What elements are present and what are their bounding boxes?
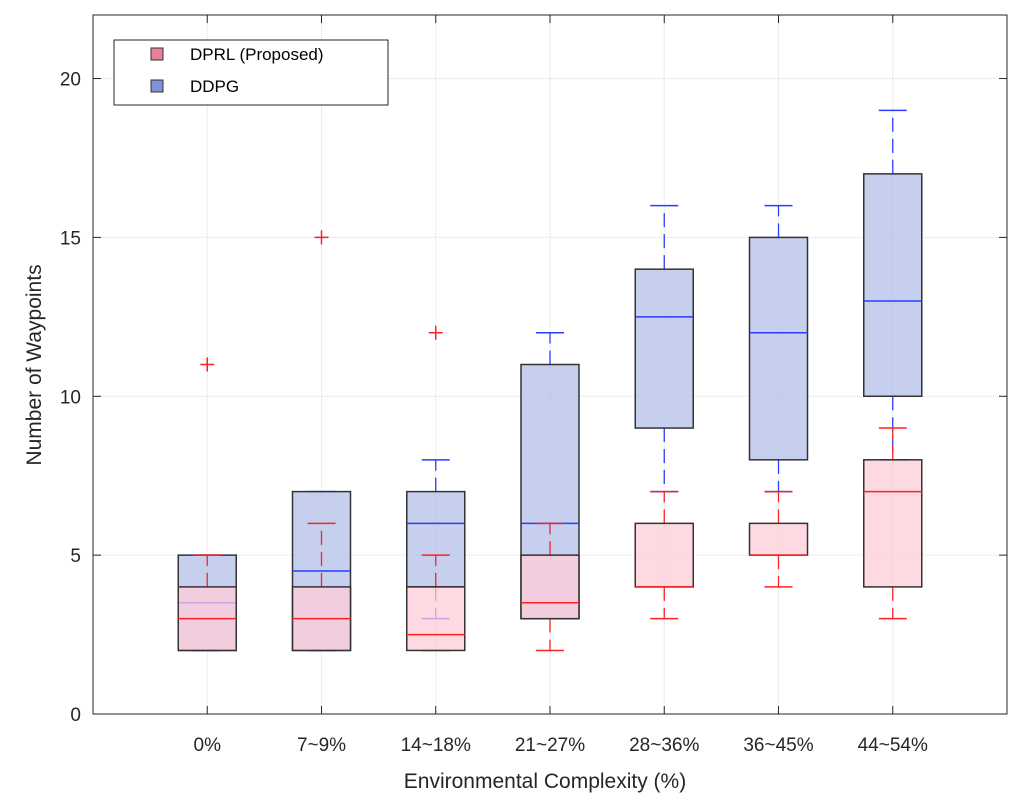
box-body-ddpg [863, 173, 923, 398]
x-tick-label: 7~9% [297, 735, 346, 756]
axes: 0 5 10 15 20 0% 7~9% 14~18% 21~27% 28~36% 36~45% 44… [60, 14, 1008, 756]
box-dprl-7 [863, 427, 923, 620]
box-body-ddpg [748, 236, 809, 461]
box-body-dprl [520, 554, 580, 620]
y-tick-label: 5 [70, 546, 81, 567]
box-ddpg-7 [863, 109, 923, 461]
box-body-dprl [634, 522, 694, 588]
box-body-dprl [406, 586, 466, 652]
box-dprl-1 [177, 357, 237, 652]
box-dprl-4 [520, 522, 580, 652]
box-dprl-2 [291, 230, 352, 652]
legend-swatch-dprl [150, 47, 164, 61]
x-tick-label: 21~27% [515, 735, 585, 756]
legend-label-ddpg: DDPG [190, 77, 239, 96]
box-dprl-6 [748, 490, 809, 588]
box-dprl-5 [634, 490, 694, 620]
box-ddpg-6 [748, 204, 809, 493]
y-tick-label: 15 [60, 228, 81, 249]
y-tick-label: 10 [60, 387, 81, 408]
box-dprl-3 [406, 325, 466, 652]
x-tick-label: 0% [194, 735, 222, 756]
x-axis-title: Environmental Complexity (%) [404, 770, 686, 793]
y-tick-label: 20 [60, 70, 81, 91]
x-tick-label: 36~45% [743, 735, 813, 756]
boxes [177, 109, 923, 652]
x-tick-label: 14~18% [401, 735, 471, 756]
legend: DPRL (Proposed) DDPG [113, 39, 389, 106]
outlier-dprl [428, 325, 443, 340]
legend-label-dprl: DPRL (Proposed) [190, 45, 324, 64]
outlier-dprl [314, 230, 329, 245]
x-tick-label: 28~36% [629, 735, 699, 756]
box-body-ddpg [406, 490, 466, 588]
y-tick-label: 0 [70, 705, 81, 726]
box-ddpg-3 [406, 459, 466, 620]
box-ddpg-5 [634, 204, 694, 493]
legend-swatch-ddpg [150, 79, 164, 93]
box-body-dprl [863, 459, 923, 588]
x-tick-label: 44~54% [858, 735, 928, 756]
y-axis-title: Number of Waypoints [23, 264, 46, 465]
outlier-dprl [200, 357, 215, 372]
box-body-dprl [748, 522, 809, 556]
box-body-ddpg [634, 268, 694, 429]
